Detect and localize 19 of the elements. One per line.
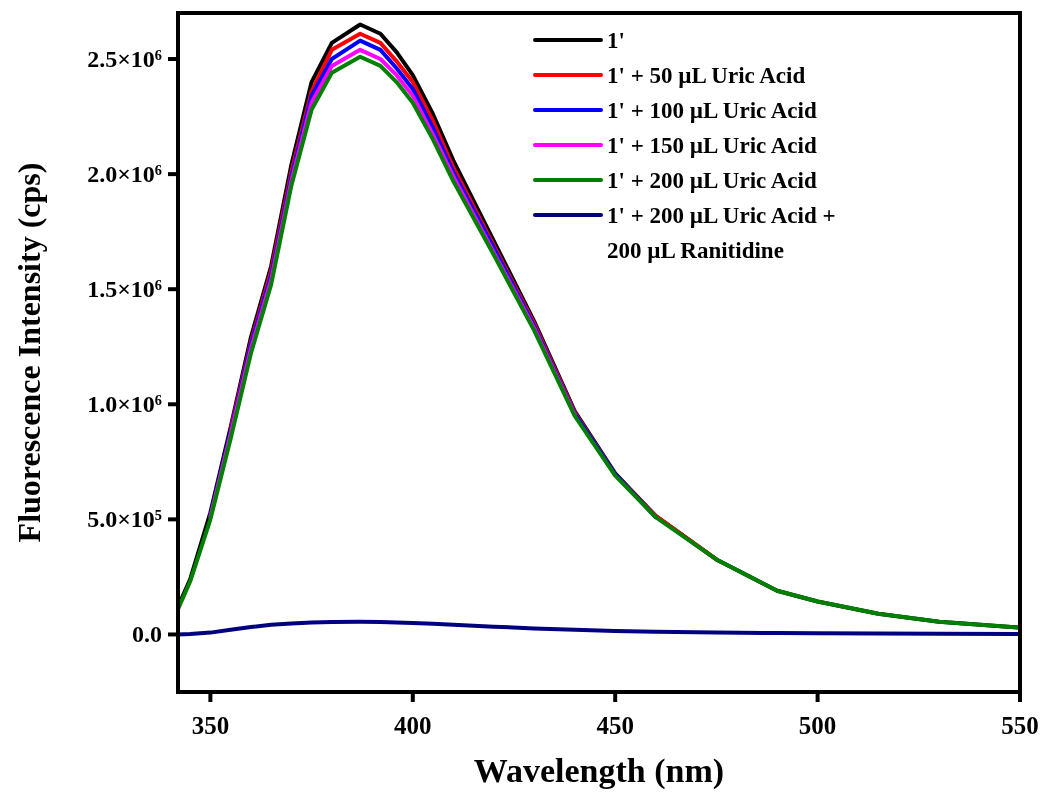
x-tick-label: 550 bbox=[1001, 712, 1039, 739]
legend-label: 1' bbox=[607, 28, 625, 53]
legend-label: 1' + 150 µL Uric Acid bbox=[607, 133, 817, 158]
y-axis-title: Fluorescence Intensity (cps) bbox=[11, 162, 47, 543]
legend-label: 1' + 200 µL Uric Acid bbox=[607, 168, 817, 193]
x-tick-label: 500 bbox=[798, 712, 837, 739]
legend-label: 1' + 100 µL Uric Acid bbox=[607, 98, 817, 123]
x-tick-label: 400 bbox=[394, 712, 432, 739]
legend-label: 1' + 200 µL Uric Acid + 200 µL Ranitidine bbox=[607, 203, 836, 263]
y-tick-label: 0.0 bbox=[132, 621, 162, 648]
legend-label: 1' + 50 µL Uric Acid bbox=[607, 63, 806, 88]
y-tick-label: 2.0×10⁶ bbox=[87, 161, 162, 188]
y-tick-label: 1.5×10⁶ bbox=[87, 276, 162, 303]
x-tick-label: 450 bbox=[596, 712, 634, 739]
x-tick-label: 350 bbox=[191, 712, 230, 739]
x-axis-title: Wavelength (nm) bbox=[473, 752, 725, 790]
y-tick-label: 1.0×10⁶ bbox=[87, 391, 162, 418]
y-tick-label: 5.0×10⁵ bbox=[87, 506, 162, 533]
y-tick-label: 2.5×10⁶ bbox=[87, 46, 162, 73]
